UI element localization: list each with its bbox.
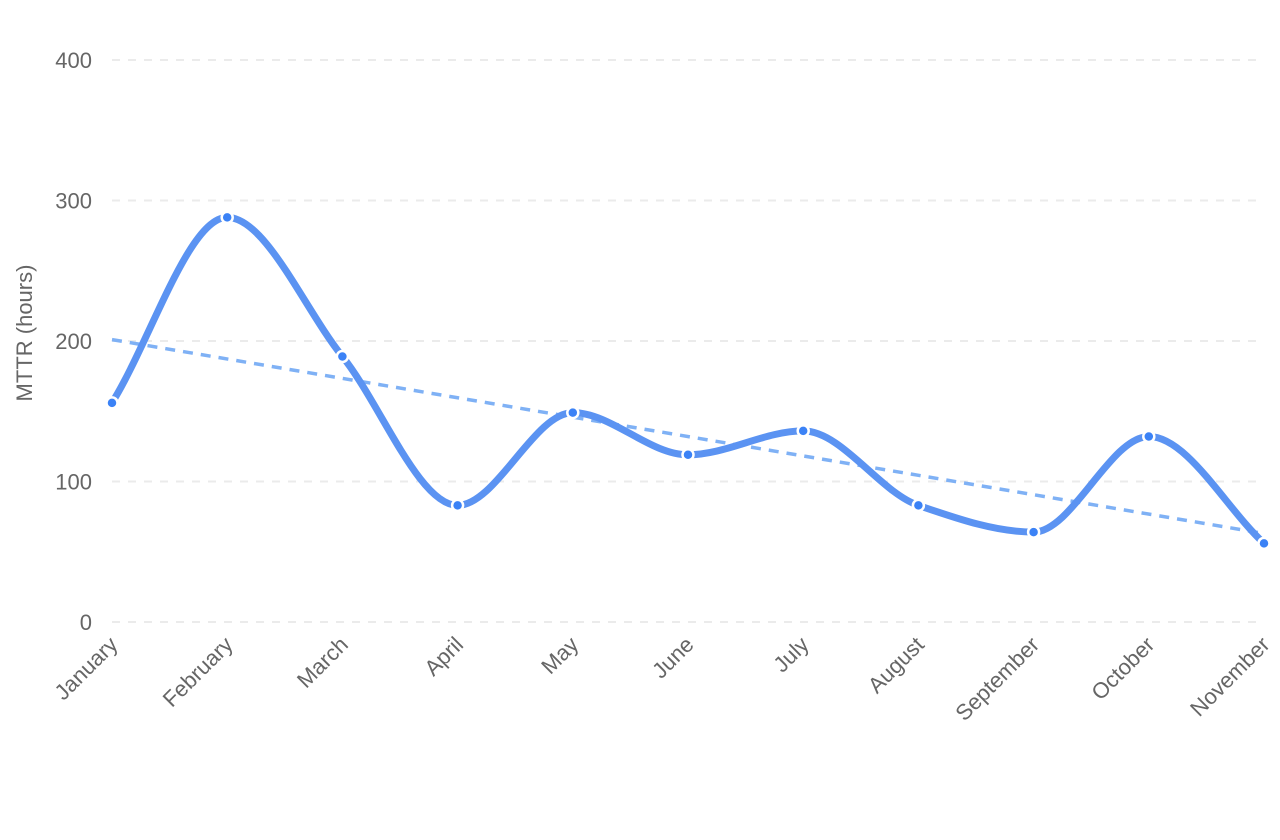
y-axis-title: MTTR (hours) [12, 265, 37, 402]
y-tick-label: 200 [55, 329, 92, 354]
gridlines [112, 59, 1264, 623]
data-point[interactable] [220, 210, 234, 225]
x-tick-label: May [536, 632, 583, 679]
x-tick-label: October [1086, 632, 1159, 705]
x-tick-label: August [863, 632, 929, 698]
y-tick-label: 400 [55, 48, 92, 73]
x-tick-label: November [1185, 632, 1274, 721]
y-tick-label: 100 [55, 470, 92, 495]
y-tick-label: 0 [80, 610, 92, 635]
y-tick-label: 300 [55, 189, 92, 214]
y-axis-ticks: 0 100 200 300 400 [55, 48, 92, 635]
x-tick-label: September [950, 632, 1044, 726]
x-tick-label: March [292, 632, 353, 693]
data-point[interactable] [681, 448, 695, 462]
x-axis-ticks: January February March April May June July Augu… [50, 632, 1275, 726]
x-tick-label: June [647, 632, 698, 683]
x-tick-label: April [419, 632, 468, 681]
trendline [111, 337, 1265, 536]
x-tick-label: July [768, 632, 813, 677]
data-point[interactable] [1142, 429, 1156, 444]
data-point[interactable] [105, 396, 119, 410]
data-point[interactable] [335, 349, 350, 364]
trendline-path [111, 337, 1265, 536]
data-point[interactable] [1026, 525, 1041, 539]
data-point[interactable] [911, 498, 926, 513]
data-point[interactable] [796, 424, 810, 438]
x-tick-label: January [50, 632, 123, 705]
series-line [108, 213, 1268, 547]
data-point[interactable] [450, 498, 465, 513]
data-markers [105, 210, 1271, 551]
x-tick-label: February [158, 632, 238, 712]
data-point[interactable] [566, 405, 580, 420]
series-lines [108, 213, 1268, 547]
data-point[interactable] [1257, 536, 1271, 551]
